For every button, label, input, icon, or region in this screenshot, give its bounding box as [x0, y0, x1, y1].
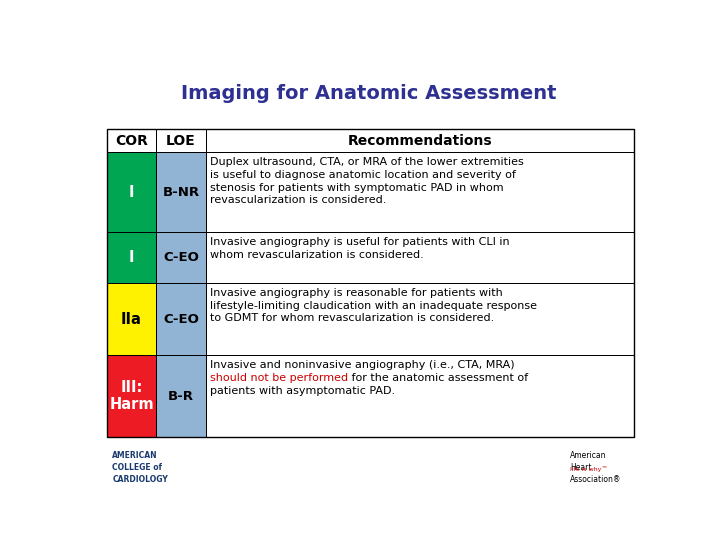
Bar: [206, 283, 634, 355]
Text: Imaging for Anatomic Assessment: Imaging for Anatomic Assessment: [181, 84, 557, 103]
Text: C-EO: C-EO: [163, 313, 199, 326]
Text: for the anatomic assessment of: for the anatomic assessment of: [348, 373, 528, 383]
Bar: [107, 152, 156, 232]
Bar: [206, 355, 634, 437]
Text: C-EO: C-EO: [163, 251, 199, 264]
Text: B-R: B-R: [168, 390, 194, 403]
Text: B-NR: B-NR: [163, 186, 199, 199]
Text: I: I: [129, 185, 134, 200]
Bar: [156, 283, 206, 355]
Text: life is why™: life is why™: [570, 467, 608, 472]
Text: stenosis for patients with symptomatic PAD in whom: stenosis for patients with symptomatic P…: [210, 183, 504, 193]
Bar: [107, 232, 156, 283]
Bar: [206, 232, 634, 283]
Text: to GDMT for whom revascularization is considered.: to GDMT for whom revascularization is co…: [210, 313, 495, 323]
Text: Invasive angiography is useful for patients with CLI in: Invasive angiography is useful for patie…: [210, 237, 510, 247]
Text: Duplex ultrasound, CTA, or MRA of the lower extremities: Duplex ultrasound, CTA, or MRA of the lo…: [210, 157, 524, 167]
Text: whom revascularization is considered.: whom revascularization is considered.: [210, 250, 424, 260]
Text: III:
Harm: III: Harm: [109, 380, 154, 413]
Bar: [156, 152, 206, 232]
Text: revascularization is considered.: revascularization is considered.: [210, 195, 387, 205]
Bar: [206, 129, 634, 152]
Text: is useful to diagnose anatomic location and severity of: is useful to diagnose anatomic location …: [210, 170, 516, 180]
Text: COR: COR: [115, 134, 148, 148]
Text: AMERICAN
COLLEGE of
CARDIOLOGY: AMERICAN COLLEGE of CARDIOLOGY: [112, 451, 168, 484]
Bar: [107, 129, 634, 437]
Text: should not be performed: should not be performed: [210, 373, 348, 383]
Text: lifestyle-limiting claudication with an inadequate response: lifestyle-limiting claudication with an …: [210, 301, 537, 310]
Text: Invasive and noninvasive angiography (i.e., CTA, MRA): Invasive and noninvasive angiography (i.…: [210, 360, 515, 370]
Bar: [107, 129, 156, 152]
Text: Invasive angiography is reasonable for patients with: Invasive angiography is reasonable for p…: [210, 288, 503, 298]
Bar: [206, 152, 634, 232]
Text: I: I: [129, 250, 134, 265]
Text: LOE: LOE: [166, 134, 196, 148]
Bar: [156, 232, 206, 283]
Bar: [107, 283, 156, 355]
Bar: [156, 129, 206, 152]
Text: Recommendations: Recommendations: [348, 134, 492, 148]
Text: IIa: IIa: [121, 312, 142, 327]
Bar: [156, 355, 206, 437]
Bar: [107, 355, 156, 437]
Text: American
Heart
Association®: American Heart Association®: [570, 451, 621, 484]
Text: patients with asymptomatic PAD.: patients with asymptomatic PAD.: [210, 386, 395, 396]
